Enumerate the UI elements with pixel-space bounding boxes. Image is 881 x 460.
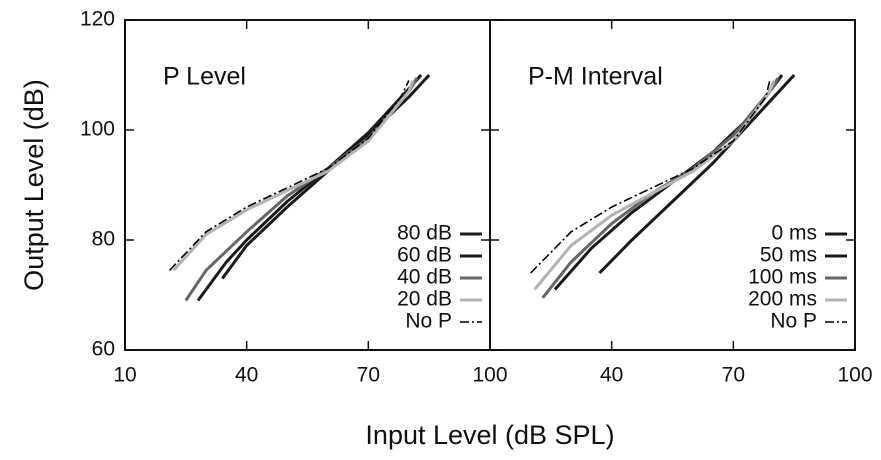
x-tick-label: 40	[600, 364, 623, 387]
x-tick-label: 100	[472, 364, 507, 387]
series-line	[530, 80, 771, 274]
x-tick-label: 40	[235, 364, 258, 387]
panel-title: P-M Interval	[528, 63, 663, 91]
series-line	[598, 73, 796, 275]
y-tick-label: 120	[80, 8, 115, 31]
x-tick-label: 70	[357, 364, 380, 387]
y-tick-label: 80	[92, 228, 115, 251]
series-line	[196, 74, 423, 302]
x-tick-label: 100	[837, 364, 872, 387]
legend-label: 100 ms	[748, 266, 817, 289]
x-tick-label: 10	[113, 364, 136, 387]
y-tick-label: 60	[92, 338, 115, 361]
legend-label: 50 ms	[760, 244, 817, 267]
x-tick-label: 70	[722, 364, 745, 387]
legend-label: 0 ms	[771, 222, 817, 245]
series-line	[169, 80, 410, 271]
legend-label: 80 dB	[397, 222, 452, 245]
legend-label: 20 dB	[397, 288, 452, 311]
series-line	[172, 79, 415, 272]
y-axis-label: Output Level (dB)	[19, 79, 49, 291]
legend-label: 60 dB	[397, 244, 452, 267]
legend-label: 200 ms	[748, 288, 817, 311]
legend-label: No P	[405, 310, 452, 333]
series-line	[533, 79, 776, 291]
plot-frame	[489, 19, 856, 351]
panel-title: P Level	[163, 63, 246, 91]
x-axis-label: Input Level (dB SPL)	[365, 420, 614, 450]
legend-label: 40 dB	[397, 266, 452, 289]
legend-label: No P	[770, 310, 817, 333]
y-tick-label: 100	[80, 118, 115, 141]
